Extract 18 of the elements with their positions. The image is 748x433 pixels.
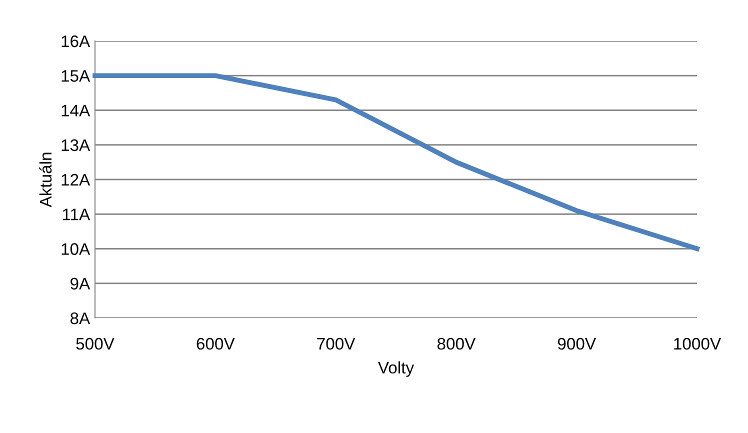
x-tick-label: 1000V (674, 338, 722, 350)
x-tick-label: 500V (76, 338, 114, 350)
y-axis-title: Aktuáln (39, 152, 52, 208)
y-tick-label: 9A (70, 278, 90, 290)
y-tick-label: 12A (62, 174, 90, 186)
x-tick-label: 700V (317, 338, 356, 350)
line-series (92, 73, 700, 252)
y-tick-label: 15A (62, 70, 90, 82)
y-tick-label: 8A (70, 312, 90, 324)
y-tick-label: 13A (62, 139, 90, 152)
x-tick-label: 800V (437, 338, 476, 350)
y-tick-label: 10A (62, 243, 90, 255)
x-tick-label: 600V (196, 338, 235, 350)
x-axis-title: Volty (378, 361, 414, 377)
y-tick-label: 14A (62, 104, 90, 116)
x-tick-label: 900V (558, 338, 596, 350)
y-tick-label: 16A (62, 35, 90, 48)
y-tick-label: 11A (62, 208, 90, 220)
